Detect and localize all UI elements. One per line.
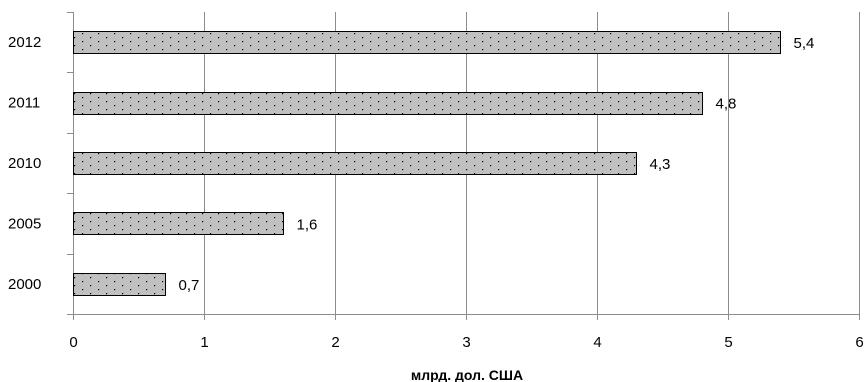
bar-2012 — [73, 31, 781, 54]
x-axis-title: млрд. дол. США — [411, 367, 523, 382]
bar-value-label: 5,4 — [794, 35, 815, 52]
y-category-label: 2010 — [8, 155, 41, 172]
bar-2010 — [73, 152, 637, 175]
y-category-label: 2012 — [8, 34, 41, 51]
y-category-label: 2011 — [8, 95, 40, 112]
bar-value-label: 0,7 — [179, 277, 200, 294]
labels: 0 1 2 3 4 5 6 2012 5,4 2011 4,8 2010 4,3 2005 1,6 2000 0… — [8, 34, 864, 351]
y-category-label: 2005 — [8, 215, 41, 232]
x-tick-label: 6 — [855, 334, 863, 351]
bar-value-label: 4,3 — [650, 156, 671, 173]
bars — [73, 31, 781, 296]
bar-2005 — [73, 212, 284, 235]
bar-value-label: 1,6 — [297, 216, 318, 233]
x-tick-label: 5 — [724, 334, 732, 351]
x-tick-label: 3 — [462, 334, 470, 351]
x-tick-label: 1 — [200, 334, 208, 351]
x-tick-label: 2 — [331, 334, 339, 351]
bar-2000 — [73, 273, 166, 296]
bar-2011 — [73, 92, 703, 115]
y-category-label: 2000 — [8, 276, 41, 293]
x-tick-label: 0 — [69, 334, 77, 351]
bar-value-label: 4,8 — [716, 96, 737, 113]
x-tick-label: 4 — [593, 334, 601, 351]
